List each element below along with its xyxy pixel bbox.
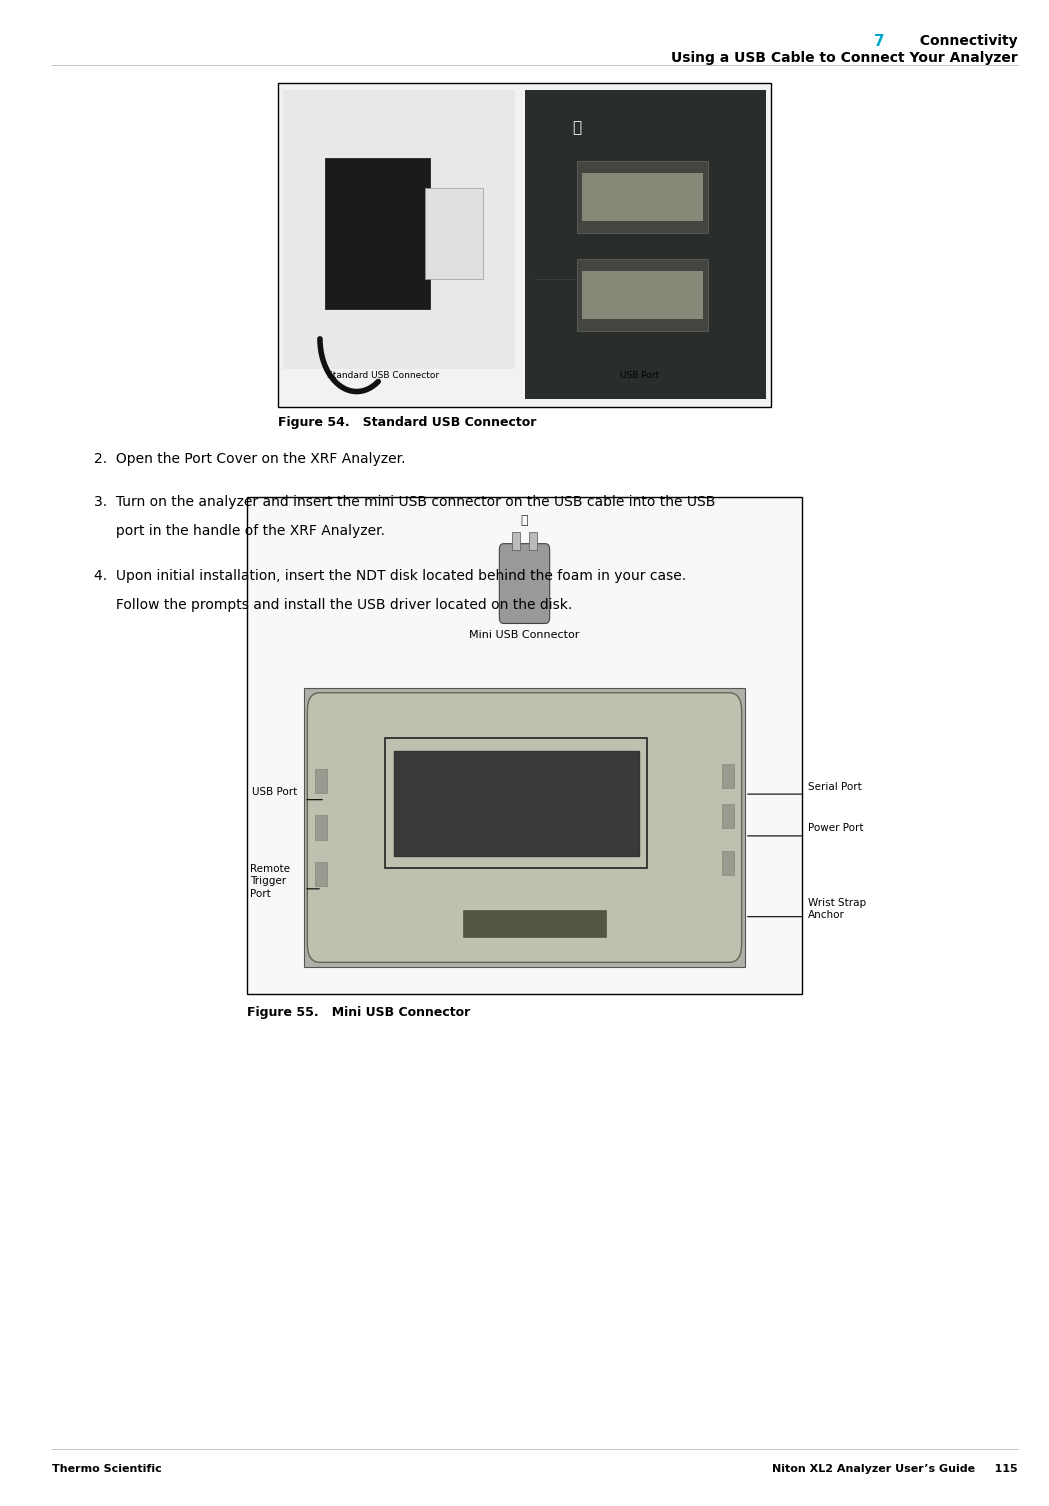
Bar <box>529 532 537 550</box>
Bar <box>722 804 734 828</box>
Text: Figure 54.   Standard USB Connector: Figure 54. Standard USB Connector <box>278 416 536 429</box>
Text: 3.  Turn on the analyzer and insert the mini USB connector on the USB cable into: 3. Turn on the analyzer and insert the m… <box>94 495 715 509</box>
Text: Standard USB Connector: Standard USB Connector <box>327 370 438 380</box>
Bar <box>315 816 327 840</box>
Text: port in the handle of the XRF Analyzer.: port in the handle of the XRF Analyzer. <box>94 524 385 538</box>
Bar <box>582 173 703 221</box>
Text: Remote
Trigger
Port: Remote Trigger Port <box>250 864 290 899</box>
Text: Niton XL2 Analyzer User’s Guide     115: Niton XL2 Analyzer User’s Guide 115 <box>772 1464 1018 1474</box>
Bar <box>385 738 647 867</box>
Text: 2.  Open the Port Cover on the XRF Analyzer.: 2. Open the Port Cover on the XRF Analyz… <box>94 452 406 465</box>
Bar <box>283 90 515 369</box>
Bar <box>464 910 606 937</box>
Text: ⎖: ⎖ <box>573 120 581 136</box>
Bar <box>325 158 430 309</box>
Text: USB Port: USB Port <box>252 788 297 797</box>
FancyBboxPatch shape <box>499 544 550 623</box>
Text: Figure 55.   Mini USB Connector: Figure 55. Mini USB Connector <box>247 1006 470 1020</box>
Bar <box>315 861 327 886</box>
Bar <box>512 532 520 550</box>
Bar <box>315 768 327 792</box>
Text: Mini USB Connector: Mini USB Connector <box>469 630 580 640</box>
Bar <box>577 161 708 233</box>
Bar <box>278 83 771 407</box>
FancyBboxPatch shape <box>307 693 742 962</box>
Bar <box>304 688 745 967</box>
Bar <box>582 271 703 319</box>
Bar <box>247 497 802 994</box>
Text: USB Port: USB Port <box>620 370 660 380</box>
Bar <box>722 851 734 875</box>
Bar <box>393 750 639 855</box>
Text: Connectivity: Connectivity <box>909 35 1018 48</box>
Text: Using a USB Cable to Connect Your Analyzer: Using a USB Cable to Connect Your Analyz… <box>670 51 1018 65</box>
Text: Follow the prompts and install the USB driver located on the disk.: Follow the prompts and install the USB d… <box>94 598 573 611</box>
Text: Power Port: Power Port <box>808 824 863 833</box>
Text: Wrist Strap
Anchor: Wrist Strap Anchor <box>808 898 865 920</box>
Bar <box>524 90 766 399</box>
Text: Serial Port: Serial Port <box>808 782 861 792</box>
Bar <box>425 188 483 279</box>
Text: ⎖: ⎖ <box>520 514 529 527</box>
Bar <box>577 259 708 331</box>
Text: 4.  Upon initial installation, insert the NDT disk located behind the foam in yo: 4. Upon initial installation, insert the… <box>94 569 686 583</box>
Text: 7: 7 <box>874 35 884 48</box>
Text: Thermo Scientific: Thermo Scientific <box>52 1464 163 1474</box>
Bar <box>722 764 734 788</box>
